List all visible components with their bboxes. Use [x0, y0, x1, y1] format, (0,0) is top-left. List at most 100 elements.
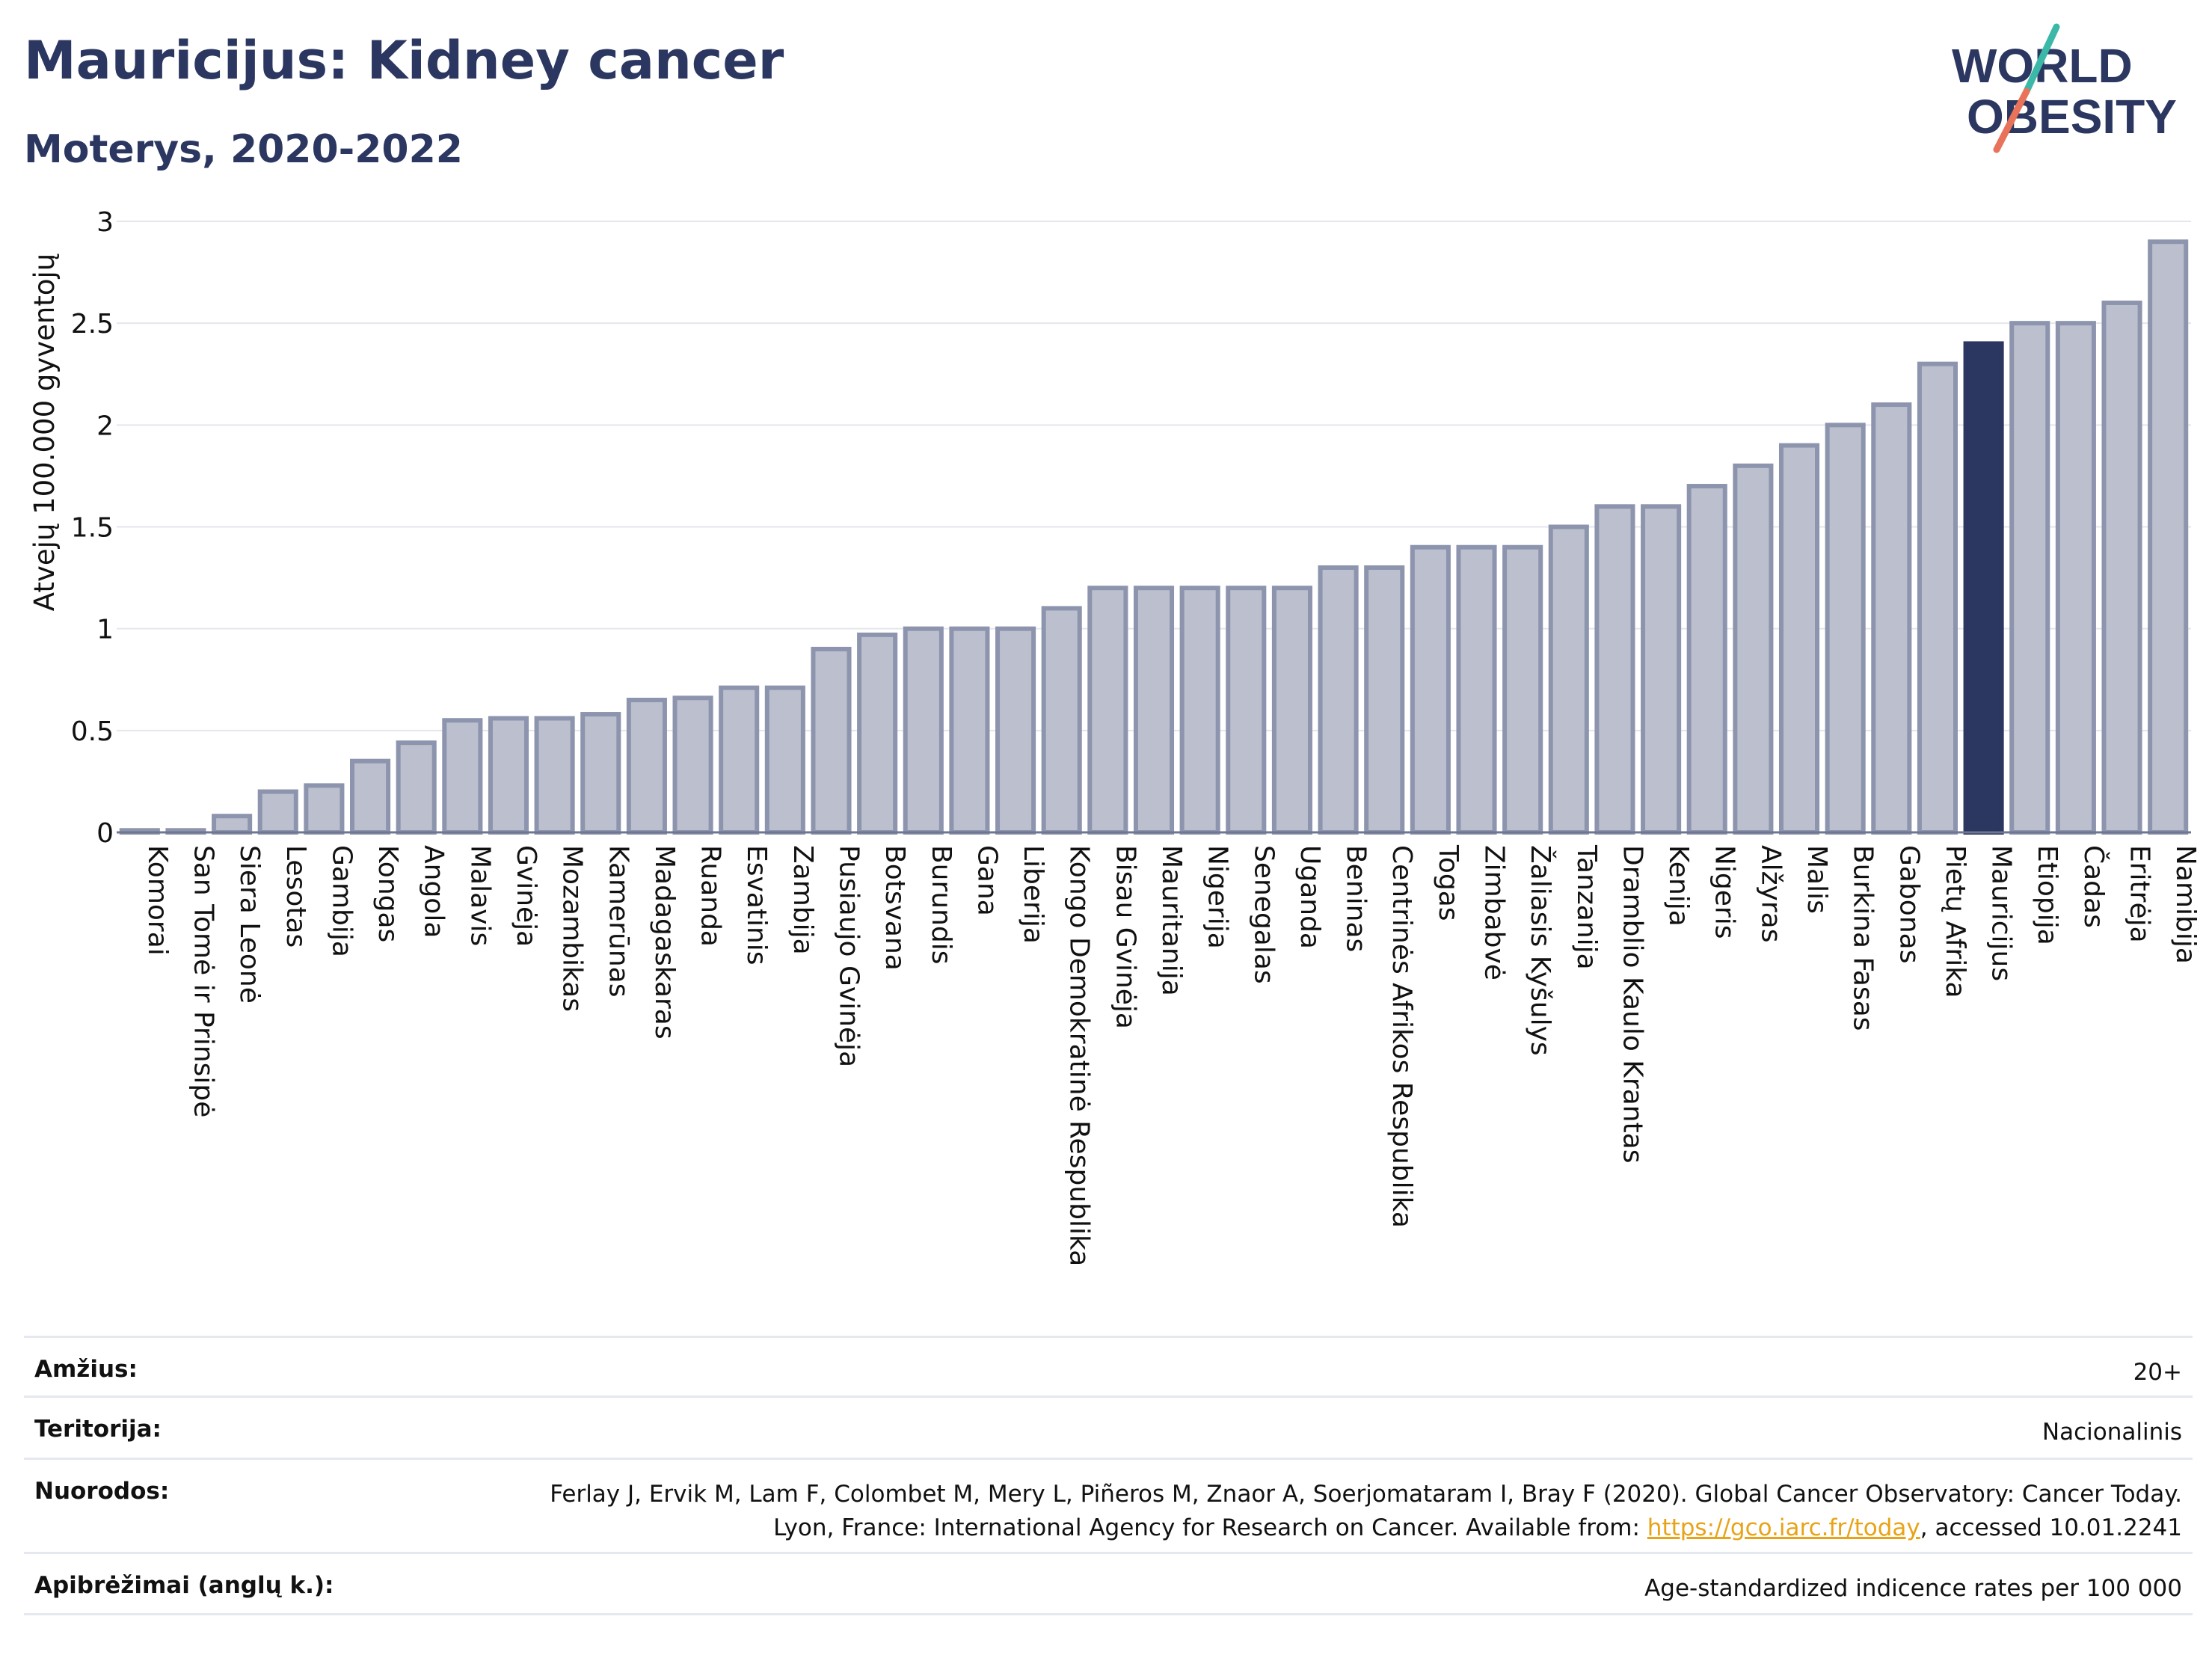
bar	[1087, 586, 1128, 835]
bar	[1825, 423, 1866, 835]
logo-slash-teal	[2023, 23, 2060, 95]
x-tick-label: Alžyras	[1755, 845, 1786, 942]
x-tick-label: Mozambikas	[557, 845, 588, 1012]
bar	[580, 712, 621, 835]
definitions-value: Age-standardized indicence rates per 100…	[1644, 1575, 2182, 1602]
metadata-table: Amžius: 20+ Teritorija: Nacionalinis Nuo…	[24, 1336, 2193, 1615]
bar	[1041, 606, 1082, 835]
bar	[719, 685, 760, 835]
x-tick-label: Eritrėja	[2125, 845, 2155, 943]
bar	[442, 718, 483, 835]
x-tick-label: Siera Leonė	[234, 845, 265, 1004]
definitions-label: Apibrėžimai (anglų k.):	[34, 1572, 334, 1599]
x-tick-label: Nigeris	[1709, 845, 1740, 939]
chart-title: Mauricijus: Kidney cancer	[24, 30, 784, 91]
bar	[304, 783, 345, 835]
references-text: Ferlay J, Ervik M, Lam F, Colombet M, Me…	[550, 1481, 2182, 1541]
bar	[1594, 504, 1635, 835]
y-tick-label: 1.5	[71, 513, 114, 544]
territory-value: Nacionalinis	[2042, 1419, 2182, 1446]
chart-subtitle: Moterys, 2020-2022	[24, 127, 463, 172]
logo-slash-red	[1993, 87, 2030, 153]
y-tick-label: 2.5	[71, 309, 114, 340]
bar	[903, 626, 944, 835]
meta-row-definitions: Apibrėžimai (anglų k.): Age-standardized…	[24, 1552, 2193, 1615]
x-tick-label: Bisau Gvinėja	[1110, 845, 1140, 1029]
bar	[488, 716, 529, 835]
x-tick-label: Lesotas	[280, 845, 311, 948]
bar	[1778, 443, 1820, 835]
x-tick-label: Kenija	[1663, 845, 1694, 927]
y-tick-label: 0.5	[71, 716, 114, 747]
x-tick-label: Malis	[1801, 845, 1832, 914]
x-tick-label: Komorai	[142, 845, 173, 956]
bar	[857, 632, 898, 835]
bar	[350, 758, 391, 835]
x-tick-label: Esvatinis	[741, 845, 772, 965]
x-tick-label: Beninas	[1341, 845, 1371, 952]
bar	[1179, 586, 1220, 835]
x-tick-label: Burundis	[926, 845, 956, 965]
x-tick-label: Uganda	[1294, 845, 1325, 949]
bar	[764, 685, 805, 835]
bar	[626, 697, 667, 835]
references-link[interactable]: https://gco.iarc.fr/today	[1647, 1514, 1920, 1541]
bar	[257, 789, 298, 835]
x-tick-label: San Tomė ir Prinsipė	[188, 845, 218, 1117]
y-tick-label: 1	[96, 615, 114, 645]
x-tick-label: Gana	[971, 845, 1002, 916]
bar	[1364, 565, 1405, 835]
y-axis-label: Atvejų 100.000 gyventojų	[28, 254, 61, 611]
bar-highlighted	[1963, 341, 2004, 835]
age-label: Amžius:	[34, 1356, 138, 1383]
bar	[1271, 586, 1312, 835]
x-tick-label: Čadas	[2078, 845, 2110, 928]
x-tick-label: Malavis	[464, 845, 495, 946]
x-tick-label: Namibija	[2170, 845, 2201, 964]
bar	[396, 740, 437, 835]
x-tick-label: Žaliasis Kyšulys	[1525, 845, 1556, 1056]
bar	[2148, 239, 2189, 835]
bar	[2055, 321, 2096, 835]
y-tick-label: 0	[96, 818, 114, 849]
territory-label: Teritorija:	[34, 1416, 162, 1443]
x-tick-label: Botsvana	[879, 845, 910, 971]
bar	[534, 716, 575, 835]
x-tick-label: Tanzanija	[1571, 844, 1602, 970]
x-tick-label: Ruanda	[695, 845, 726, 947]
x-tick-label: Pusiaujo Gvinėja	[833, 845, 864, 1067]
x-tick-label: Pietų Afrika	[1940, 845, 1970, 998]
references-value: Ferlay J, Ervik M, Lam F, Colombet M, Me…	[537, 1478, 2182, 1545]
meta-row-references: Nuorodos: Ferlay J, Ervik M, Lam F, Colo…	[24, 1458, 2193, 1552]
x-tick-label: Nigerija	[1202, 845, 1233, 949]
bar	[212, 814, 253, 835]
age-value: 20+	[2133, 1359, 2182, 1386]
x-tick-label: Gabonas	[1893, 845, 1924, 963]
meta-row-territory: Teritorija: Nacionalinis	[24, 1395, 2193, 1458]
bars	[117, 239, 2191, 835]
bar	[2009, 321, 2050, 835]
bar	[995, 626, 1036, 835]
x-tick-label: Mauritanija	[1156, 845, 1187, 996]
x-tick-label: Liberija	[1018, 845, 1048, 944]
bar	[1641, 504, 1682, 835]
bar	[1917, 361, 1958, 835]
x-axis-ticks: Komorai San Tomė ir Prinsipė Siera Leonė Le…	[142, 844, 2201, 1266]
y-tick-label: 3	[96, 207, 114, 238]
bar	[672, 696, 713, 835]
bar	[1548, 524, 1589, 835]
bar	[1456, 544, 1497, 835]
bar	[811, 646, 852, 835]
bar	[1502, 544, 1543, 835]
x-tick-label: Zimbabvė	[1479, 845, 1510, 980]
bar	[1410, 544, 1451, 835]
bar	[1133, 586, 1175, 835]
bar	[1686, 484, 1727, 835]
meta-row-age: Amžius: 20+	[24, 1336, 2193, 1395]
x-tick-label: Kamerūnas	[603, 845, 633, 998]
logo-word-world: WORLD	[1952, 39, 2133, 93]
bar-chart: 0 0.5 1 1.5 2 2.5 3 Komorai San Tomė ir Prinsip…	[28, 207, 2201, 1266]
x-tick-label: Centrinės Afrikos Respublika	[1386, 845, 1417, 1228]
x-tick-label: Gambija	[326, 845, 357, 957]
x-tick-label: Etiopija	[2032, 845, 2062, 945]
